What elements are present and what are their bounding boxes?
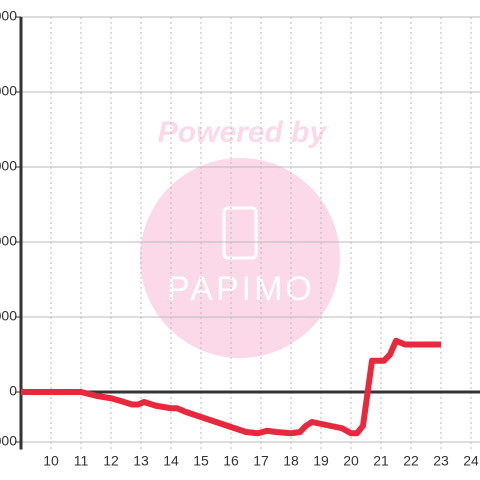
x-tick-label: 11 bbox=[74, 453, 89, 469]
grid bbox=[21, 16, 480, 450]
y-tick-label: 120,000 bbox=[0, 83, 17, 99]
y-tick-label: 90,000 bbox=[0, 158, 17, 174]
y-tick-label: 30,000 bbox=[0, 308, 17, 324]
x-tick-label: 15 bbox=[193, 453, 209, 469]
watermark: Powered by PAPIMO bbox=[140, 116, 340, 358]
x-tick-label: 13 bbox=[133, 453, 149, 469]
watermark-icon bbox=[222, 206, 258, 260]
watermark-text: Powered by bbox=[158, 116, 328, 149]
y-tick-label: 0 bbox=[9, 383, 17, 399]
y-tick-label: 60,000 bbox=[0, 233, 17, 249]
x-tick-label: 14 bbox=[163, 453, 179, 469]
x-tick-label: 18 bbox=[283, 453, 299, 469]
x-tick-label: 22 bbox=[403, 453, 419, 469]
x-tick-label: 24 bbox=[463, 453, 479, 469]
y-tick-label: 150,000 bbox=[0, 8, 17, 24]
x-tick-label: 17 bbox=[253, 453, 269, 469]
x-tick-label: 20 bbox=[343, 453, 359, 469]
y-tick-label: -20,000 bbox=[0, 433, 17, 449]
x-tick-label: 10 bbox=[43, 453, 59, 469]
line bbox=[21, 337, 441, 437]
x-tick-label: 19 bbox=[313, 453, 329, 469]
x-tick-label: 21 bbox=[373, 453, 389, 469]
x-tick-label: 16 bbox=[223, 453, 239, 469]
x-tick-label: 12 bbox=[103, 453, 119, 469]
watermark-text: PAPIMO bbox=[167, 270, 315, 308]
x-tick-label: 23 bbox=[433, 453, 449, 469]
